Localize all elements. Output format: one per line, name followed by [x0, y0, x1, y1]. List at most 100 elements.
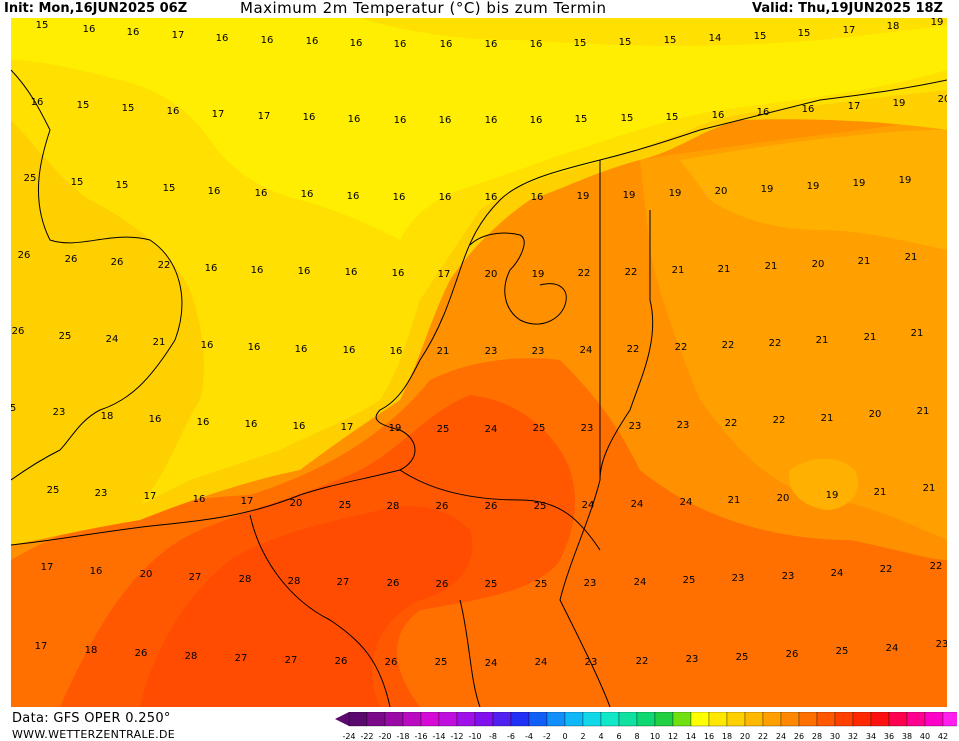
- legend-swatch: [654, 712, 674, 727]
- temperature-value: 19: [899, 175, 912, 186]
- temperature-value: 24: [886, 643, 899, 654]
- temperature-value: 5: [11, 403, 16, 414]
- temperature-value: 26: [436, 579, 449, 590]
- legend-label: 2: [580, 732, 585, 741]
- legend-label: 10: [650, 732, 660, 741]
- temperature-map: 15 16 16 17 16 16 16 16 16 16 16 16 15 15 15 14 15 15 17 18…: [11, 18, 947, 707]
- map-title: Maximum 2m Temperatur (°C) bis zum Termi…: [240, 0, 607, 17]
- temperature-value: 21: [821, 413, 834, 424]
- temperature-value: 24: [631, 499, 644, 510]
- legend-swatch: [942, 712, 957, 727]
- legend-swatch: [852, 712, 872, 727]
- temperature-value: 16: [216, 33, 229, 44]
- legend-label: -20: [378, 732, 391, 741]
- legend-label: 0: [562, 732, 567, 741]
- temperature-value: 22: [880, 564, 893, 575]
- legend-label: 32: [848, 732, 858, 741]
- temperature-value: 23: [485, 346, 498, 357]
- legend-label: 12: [668, 732, 678, 741]
- coastline: [11, 69, 947, 707]
- temperature-value: 25: [534, 501, 547, 512]
- temperature-value: 16: [295, 344, 308, 355]
- legend-swatch: [474, 712, 494, 727]
- temperature-value: 16: [261, 35, 274, 46]
- legend-swatch: [600, 712, 620, 727]
- temperature-value: 26: [786, 649, 799, 660]
- temperature-value: 21: [917, 406, 930, 417]
- legend-label: 36: [884, 732, 894, 741]
- temperature-value: 23: [581, 423, 594, 434]
- temperature-value: 16: [293, 421, 306, 432]
- temperature-value: 16: [205, 263, 218, 274]
- temperature-value: 17: [241, 496, 254, 507]
- temperature-value: 23: [53, 407, 66, 418]
- temperature-value: 16: [530, 115, 543, 126]
- temperature-value: 21: [718, 264, 731, 275]
- temperature-value: 19: [893, 98, 906, 109]
- value-labels: 15 16 16 17 16 16 16 16 16 16 16 16 15 15 15 14 15 15 17 18…: [11, 18, 947, 669]
- temperature-value: 16: [392, 268, 405, 279]
- legend-swatch: [366, 712, 386, 727]
- legend-label: 26: [794, 732, 804, 741]
- temperature-value: 22: [158, 260, 171, 271]
- legend-label: 30: [830, 732, 840, 741]
- temperature-value: 23: [95, 488, 108, 499]
- legend-label: 14: [686, 732, 696, 741]
- temperature-value: 16: [348, 114, 361, 125]
- legend-swatch: [420, 712, 440, 727]
- temperature-value: 16: [298, 266, 311, 277]
- temperature-value: 15: [798, 28, 811, 39]
- temperature-value: 16: [306, 36, 319, 47]
- legend-swatch: [906, 712, 926, 727]
- temperature-value: 19: [761, 184, 774, 195]
- temperature-value: 23: [732, 573, 745, 584]
- temperature-value: 16: [757, 107, 770, 118]
- temperature-value: 15: [36, 20, 49, 31]
- temperature-value: 23: [584, 578, 597, 589]
- temperature-value: 21: [864, 332, 877, 343]
- temperature-value: 20: [485, 269, 498, 280]
- legend-swatch: [708, 712, 728, 727]
- temperature-value: 24: [535, 657, 548, 668]
- website: WWW.WETTERZENTRALE.DE: [12, 728, 175, 741]
- temperature-value: 19: [931, 18, 944, 28]
- temperature-value: 16: [90, 566, 103, 577]
- temperature-value: 15: [666, 112, 679, 123]
- temperature-value: 16: [301, 189, 314, 200]
- temperature-value: 27: [285, 655, 298, 666]
- temperature-value: 23: [677, 420, 690, 431]
- temperature-value: 15: [574, 38, 587, 49]
- temperature-value: 16: [530, 39, 543, 50]
- temperature-value: 21: [728, 495, 741, 506]
- temperature-value: 25: [339, 500, 352, 511]
- temperature-value: 22: [627, 344, 640, 355]
- temperature-value: 16: [127, 27, 140, 38]
- temperature-value: 16: [248, 342, 261, 353]
- temperature-value: 26: [436, 501, 449, 512]
- temperature-value: 25: [535, 579, 548, 590]
- temperature-value: 22: [722, 340, 735, 351]
- temperature-value: 15: [116, 180, 129, 191]
- legend-label: -14: [432, 732, 445, 741]
- temperature-value: 20: [869, 409, 882, 420]
- legend-label: 28: [812, 732, 822, 741]
- legend-swatch: [528, 712, 548, 727]
- temperature-value: 19: [623, 190, 636, 201]
- temperature-value: 16: [350, 38, 363, 49]
- temperature-value: 28: [387, 501, 400, 512]
- temperature-value: 27: [189, 572, 202, 583]
- temperature-value: 24: [106, 334, 119, 345]
- temperature-value: 19: [577, 191, 590, 202]
- temperature-value: 26: [385, 657, 398, 668]
- legend-label: 16: [704, 732, 714, 741]
- temperature-value: 17: [144, 491, 157, 502]
- temperature-value: 26: [18, 250, 31, 261]
- temperature-value: 16: [393, 192, 406, 203]
- temperature-value: 15: [122, 103, 135, 114]
- temperature-value: 17: [848, 101, 861, 112]
- temperature-value: 25: [836, 646, 849, 657]
- temperature-value: 24: [580, 345, 593, 356]
- temperature-value: 23: [782, 571, 795, 582]
- legend-label: -4: [525, 732, 533, 741]
- temperature-value: 20: [777, 493, 790, 504]
